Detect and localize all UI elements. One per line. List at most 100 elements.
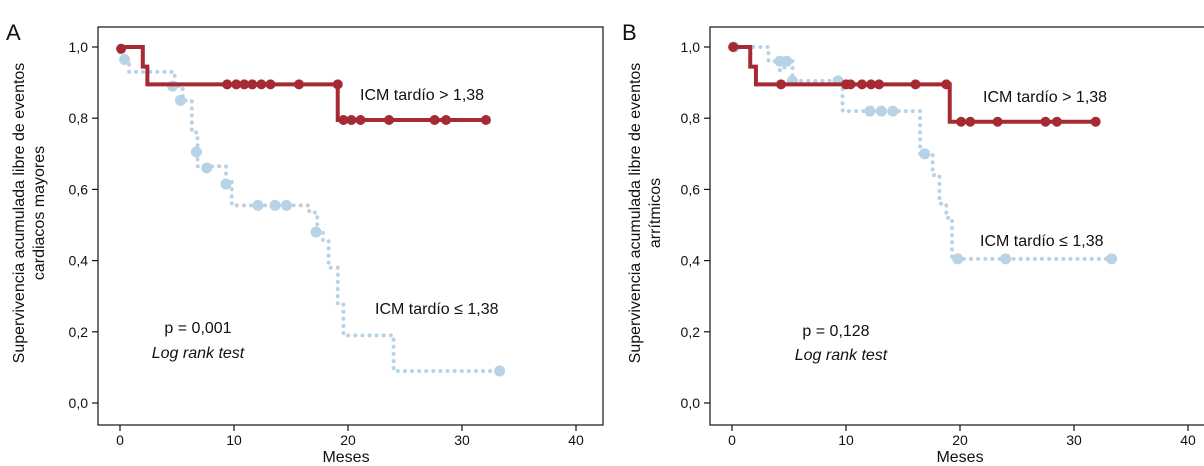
x-tick-label: 30	[1066, 432, 1082, 448]
censored-marker	[222, 79, 233, 90]
censored-marker	[119, 53, 131, 65]
series-line-low	[118, 50, 503, 373]
series-line-low	[730, 45, 1114, 261]
censored-marker	[231, 79, 242, 90]
y-tick-label: 1,0	[681, 39, 701, 55]
series-line-high	[120, 45, 488, 122]
y-axis-label-b: Supervivencia acumulada libre de eventos…	[627, 63, 664, 364]
censored-marker	[1090, 116, 1101, 127]
x-tick-label: 10	[226, 432, 242, 448]
censored-marker	[201, 162, 213, 174]
censored-marker	[265, 79, 276, 90]
censored-marker	[875, 105, 887, 117]
censored-marker	[116, 43, 127, 54]
y-axis-label-a: Supervivencia acumulada libre de eventos…	[11, 63, 48, 364]
panel-letter-b: B	[622, 20, 637, 45]
censored-marker	[174, 94, 186, 106]
censored-marker	[190, 146, 202, 158]
test-name-b: Log rank test	[795, 347, 888, 364]
y-axis-label-line1-b: Supervivencia acumulada libre de eventos	[627, 63, 644, 364]
censored-marker	[346, 114, 357, 125]
label-lower-b: ICM tardío ≤ 1,38	[980, 233, 1104, 250]
censored-marker	[247, 79, 258, 90]
x-tick-label: 10	[838, 432, 854, 448]
y-tick-label: 0,4	[69, 253, 89, 269]
censored-marker	[956, 116, 967, 127]
x-tick-label: 40	[1180, 432, 1196, 448]
y-tick-label: 0,8	[69, 110, 89, 126]
x-ticks-b: 0 10 20 30 40	[728, 425, 1196, 448]
x-axis-label-b: Meses	[936, 449, 983, 466]
censored-marker	[494, 365, 506, 377]
censored-marker	[776, 79, 787, 90]
censored-marker	[781, 55, 793, 67]
censored-marker	[256, 79, 267, 90]
y-tick-label: 0,8	[681, 110, 701, 126]
censored-marker	[293, 79, 304, 90]
censored-marker	[1000, 253, 1012, 265]
censored-marker	[992, 116, 1003, 127]
censored-marker	[239, 79, 250, 90]
panel-letter-a: A	[6, 20, 21, 45]
censored-marker	[845, 79, 856, 90]
plot-frame-a	[97, 26, 604, 426]
x-ticks-a: 0 10 20 30 40	[116, 425, 584, 448]
censored-marker	[338, 114, 349, 125]
y-tick-label: 0,2	[681, 324, 701, 340]
censored-marker	[919, 148, 931, 160]
censored-marker	[220, 178, 232, 190]
y-axis-label-line2-a: cardiacos mayores	[31, 146, 48, 280]
y-ticks-b: 0,0 0,2 0,4 0,6 0,8 1,0	[681, 39, 710, 411]
x-tick-label: 20	[340, 432, 356, 448]
censored-marker	[866, 79, 877, 90]
censored-marker	[441, 114, 452, 125]
censored-marker	[1051, 116, 1062, 127]
label-lower-a: ICM tardío ≤ 1,38	[375, 301, 499, 318]
censored-marker	[856, 79, 867, 90]
y-axis-label-line2-b: arrítmicos	[647, 178, 664, 248]
censored-marker	[965, 116, 976, 127]
series-line-high	[732, 45, 1098, 124]
censored-marker	[355, 114, 366, 125]
y-axis-label-line1-a: Supervivencia acumulada libre de eventos	[11, 63, 28, 364]
censored-marker	[941, 79, 952, 90]
p-value-a: p = 0,001	[164, 320, 231, 337]
x-tick-label: 30	[454, 432, 470, 448]
censored-marker	[952, 253, 964, 265]
x-tick-label: 0	[116, 432, 124, 448]
y-tick-label: 0,4	[681, 253, 701, 269]
censored-marker	[728, 42, 739, 52]
y-tick-label: 0,6	[681, 181, 701, 197]
censored-marker	[887, 105, 899, 117]
censored-marker	[332, 79, 343, 90]
label-upper-b: ICM tardío > 1,38	[983, 89, 1107, 106]
y-ticks-a: 0,0 0,2 0,4 0,6 0,8 1,0	[69, 39, 98, 411]
censored-marker	[874, 79, 885, 90]
censored-marker	[310, 226, 322, 238]
y-tick-label: 0,6	[69, 181, 89, 197]
series-group-a	[116, 43, 506, 377]
label-upper-a: ICM tardío > 1,38	[360, 87, 484, 104]
censored-marker	[429, 114, 440, 125]
censored-marker	[1040, 116, 1051, 127]
x-axis-label-a: Meses	[322, 449, 369, 466]
censored-marker	[864, 105, 876, 117]
series-group-b	[728, 41, 1118, 265]
y-tick-label: 0,0	[69, 395, 89, 411]
x-tick-label: 0	[728, 432, 736, 448]
panel-a: A Supervivencia acumulada libre de event…	[6, 20, 604, 466]
y-tick-label: 0,2	[69, 324, 89, 340]
censored-marker	[252, 199, 264, 211]
x-tick-label: 20	[952, 432, 968, 448]
p-value-b: p = 0,128	[802, 323, 869, 340]
panel-b: B Supervivencia acumulada libre de event…	[622, 20, 1204, 466]
censored-marker	[480, 114, 491, 125]
censored-marker	[1106, 253, 1118, 265]
test-name-a: Log rank test	[152, 345, 245, 362]
censored-marker	[384, 114, 395, 125]
x-tick-label: 40	[568, 432, 584, 448]
y-tick-label: 0,0	[681, 395, 701, 411]
censored-marker	[269, 199, 281, 211]
censored-marker	[280, 199, 292, 211]
